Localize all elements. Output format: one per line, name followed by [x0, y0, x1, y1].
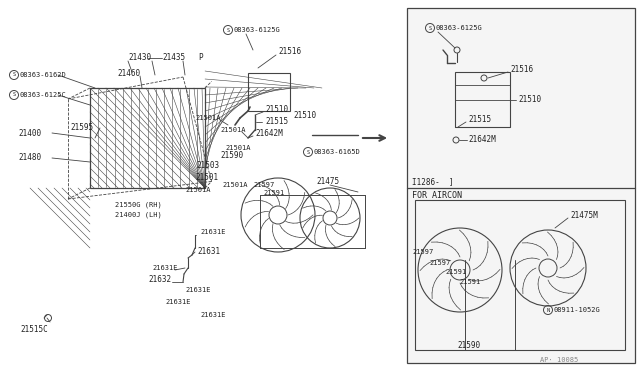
- Text: 21642M: 21642M: [468, 135, 496, 144]
- Text: 21631E: 21631E: [185, 287, 211, 293]
- Text: 21501A: 21501A: [225, 145, 250, 151]
- Text: 21632: 21632: [148, 276, 171, 285]
- Text: 08363-6125G: 08363-6125G: [233, 27, 280, 33]
- Text: 21510: 21510: [265, 106, 288, 115]
- Text: 21631E: 21631E: [200, 229, 225, 235]
- Text: 21631: 21631: [197, 247, 220, 257]
- Text: S: S: [227, 28, 230, 32]
- Text: 21475M: 21475M: [570, 211, 598, 219]
- Text: 21515: 21515: [468, 115, 491, 125]
- Text: S: S: [12, 93, 15, 97]
- Text: 21642M: 21642M: [255, 128, 283, 138]
- Text: 21400J (LH): 21400J (LH): [115, 212, 162, 218]
- Text: 21400: 21400: [18, 128, 41, 138]
- Text: 08911-1052G: 08911-1052G: [553, 307, 600, 313]
- Text: 21515C: 21515C: [20, 326, 48, 334]
- Text: 08363-6125C: 08363-6125C: [19, 92, 66, 98]
- Text: 08363-6125G: 08363-6125G: [435, 25, 482, 31]
- Text: 08363-6165D: 08363-6165D: [313, 149, 360, 155]
- Polygon shape: [407, 8, 635, 363]
- Text: 21550G (RH): 21550G (RH): [115, 202, 162, 208]
- Text: 21480: 21480: [18, 154, 41, 163]
- Text: 21501A: 21501A: [195, 115, 221, 121]
- Text: 08363-6162D: 08363-6162D: [19, 72, 66, 78]
- Text: N: N: [547, 308, 550, 312]
- Text: 21591: 21591: [445, 269, 467, 275]
- Text: 21597: 21597: [253, 182, 275, 188]
- Text: 21501: 21501: [195, 173, 218, 183]
- Text: S: S: [12, 73, 15, 77]
- Text: 21590: 21590: [457, 340, 480, 350]
- Text: FOR AIRCON: FOR AIRCON: [412, 192, 462, 201]
- Text: 21501A: 21501A: [185, 187, 211, 193]
- Text: 21460: 21460: [117, 68, 140, 77]
- Text: 21590: 21590: [220, 151, 243, 160]
- Text: 21510: 21510: [293, 110, 316, 119]
- Text: 21475: 21475: [316, 177, 339, 186]
- Text: 21501A: 21501A: [222, 182, 248, 188]
- Text: I1286-  ]: I1286- ]: [412, 177, 454, 186]
- Text: 21510: 21510: [518, 96, 541, 105]
- Text: 21503: 21503: [196, 160, 219, 170]
- Text: 21597: 21597: [429, 260, 451, 266]
- Text: 21631E: 21631E: [165, 299, 191, 305]
- Text: 21631E: 21631E: [200, 312, 225, 318]
- Text: 21516: 21516: [278, 48, 301, 57]
- Text: AP· 10085: AP· 10085: [540, 357, 579, 363]
- Text: P: P: [198, 52, 203, 61]
- Text: 21516: 21516: [510, 65, 533, 74]
- Text: 21595: 21595: [70, 124, 93, 132]
- Text: 21515: 21515: [265, 118, 288, 126]
- Text: 21631E: 21631E: [152, 265, 177, 271]
- Text: S: S: [428, 26, 431, 31]
- Text: S: S: [307, 150, 310, 154]
- Text: 21435: 21435: [162, 54, 185, 62]
- Text: 21501A: 21501A: [220, 127, 246, 133]
- Text: 21591: 21591: [459, 279, 480, 285]
- Text: 21591: 21591: [263, 190, 284, 196]
- Text: 21597: 21597: [412, 249, 433, 255]
- Text: 21430: 21430: [128, 54, 151, 62]
